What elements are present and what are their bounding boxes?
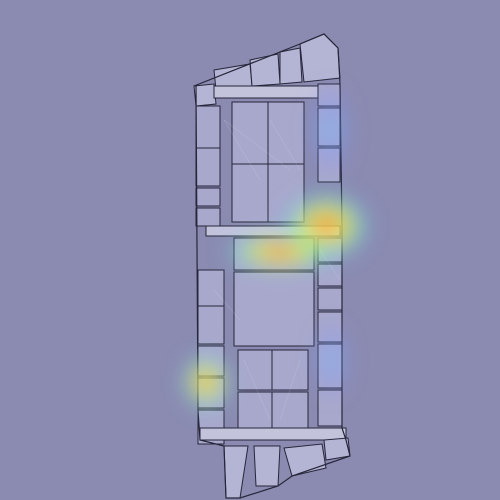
heatmap-overlay <box>180 82 372 412</box>
room-a-2 <box>267 101 305 165</box>
room-bottom-2 <box>253 445 281 487</box>
room-left-4 <box>195 207 221 227</box>
room-a-1 <box>231 101 269 165</box>
visibility-fans <box>213 119 341 421</box>
heat-spot-left <box>180 352 232 412</box>
room-top-3 <box>279 47 303 85</box>
room-top-2 <box>249 53 281 87</box>
room-bottom-1 <box>223 445 249 499</box>
room-left-3 <box>195 187 221 207</box>
room-b-4 <box>271 391 309 429</box>
wall-outline <box>193 33 351 499</box>
heat-spot-center <box>222 230 338 274</box>
room-b-2 <box>271 349 309 391</box>
heat-spot-soft-2 <box>314 320 350 400</box>
room-b-3 <box>237 391 273 429</box>
room-hall <box>233 271 315 347</box>
floorplan-walls <box>193 33 351 499</box>
room-b-1 <box>237 349 273 391</box>
room-left-5 <box>197 269 225 307</box>
room-a-3 <box>231 163 269 223</box>
corridor-bottom <box>199 427 347 441</box>
room-right-6 <box>317 287 343 311</box>
room-top-left <box>193 83 217 107</box>
corridor-top <box>213 85 319 99</box>
room-left-2 <box>195 147 221 187</box>
heat-spot-soft-1 <box>308 82 352 178</box>
room-left-1 <box>195 105 221 149</box>
room-left-6 <box>197 305 225 345</box>
